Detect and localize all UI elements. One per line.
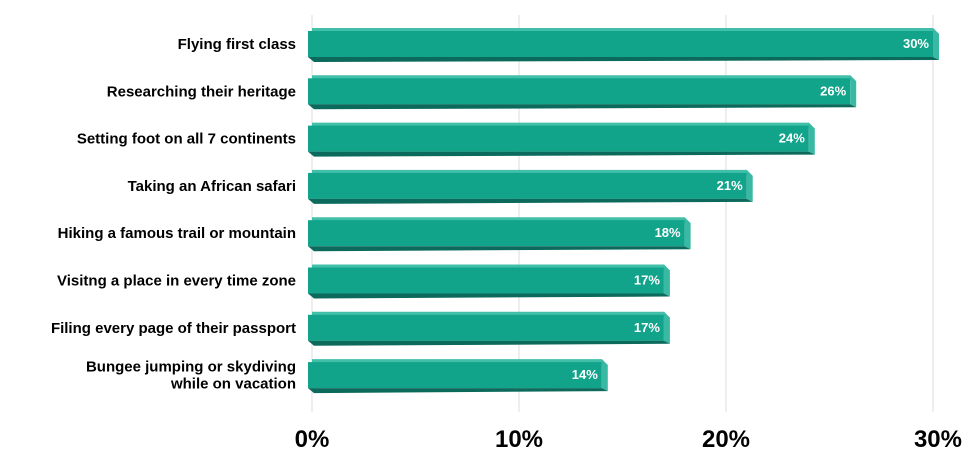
bar-side-face — [933, 28, 939, 60]
bar-bottom-face — [308, 293, 670, 299]
category-label-line: Researching their heritage — [107, 83, 296, 100]
value-label: 30% — [903, 36, 929, 51]
gridlines — [311, 15, 934, 412]
bar-side-face — [850, 75, 857, 108]
bar-side-face — [663, 311, 670, 344]
category-label: Hiking a famous trail or mountain — [58, 225, 296, 242]
bar-bottom-face — [308, 57, 939, 62]
bar-bottom-face — [308, 340, 670, 346]
bar — [308, 169, 753, 204]
bar-side-face — [663, 264, 670, 297]
bar-front-face — [308, 267, 664, 294]
category-label-line: Hiking a famous trail or mountain — [58, 225, 296, 242]
value-label: 17% — [634, 273, 660, 288]
bar-bottom-face — [308, 246, 691, 252]
bar-front-face — [308, 125, 809, 152]
category-label-line: Visitng a place in every time zone — [57, 273, 296, 290]
bars — [308, 28, 939, 394]
category-label-line: Setting foot on all 7 continents — [77, 131, 296, 148]
category-label: Taking an African safari — [128, 178, 296, 195]
bar — [308, 217, 691, 252]
category-label-line: Bungee jumping or skydiving — [86, 359, 296, 376]
bar-bottom-face — [308, 388, 608, 394]
category-label-line: Flying first class — [178, 36, 296, 53]
x-tick-label: 0% — [295, 426, 330, 453]
bar-side-face — [601, 359, 608, 392]
category-label: Flying first class — [178, 36, 296, 53]
bar-front-face — [308, 314, 664, 341]
bar-bottom-face — [308, 198, 753, 204]
x-axis-ticks: 0% 10% 20% 30% — [295, 426, 962, 453]
value-label: 14% — [572, 367, 598, 382]
bar — [308, 28, 939, 62]
bar — [308, 122, 815, 157]
category-label: Visitng a place in every time zone — [57, 273, 296, 290]
bar-bottom-face — [308, 104, 857, 110]
bar-front-face — [308, 172, 747, 199]
bar — [308, 359, 608, 394]
bar-side-face — [746, 169, 753, 202]
category-label-line: while on vacation — [170, 376, 296, 393]
category-label: Setting foot on all 7 continents — [77, 131, 296, 148]
bar — [308, 264, 670, 299]
value-labels: 30% 26% 24% 21% 18% 17% 17% 14% — [572, 36, 930, 382]
category-label: Researching their heritage — [107, 83, 296, 100]
value-label: 26% — [820, 83, 846, 98]
x-tick-label: 10% — [495, 426, 543, 453]
bar-front-face — [308, 31, 933, 57]
value-label: 21% — [717, 178, 743, 193]
x-tick-label: 30% — [914, 426, 962, 453]
x-tick-label: 20% — [702, 426, 750, 453]
category-label-line: Taking an African safari — [128, 178, 296, 195]
category-label: Bungee jumping or skydiving while on vaca… — [86, 359, 296, 393]
category-label-line: Filing every page of their passport — [51, 320, 296, 337]
bar-front-face — [308, 220, 685, 247]
bar-front-face — [308, 78, 851, 105]
bar — [308, 75, 857, 110]
value-label: 24% — [779, 131, 805, 146]
bar-bottom-face — [308, 151, 815, 157]
bar-side-face — [684, 217, 691, 250]
category-labels: Flying first class Researching their heri… — [51, 36, 296, 393]
value-label: 17% — [634, 320, 660, 335]
category-label: Filing every page of their passport — [51, 320, 296, 337]
bar-side-face — [808, 122, 815, 155]
bar-front-face — [308, 362, 602, 389]
value-label: 18% — [655, 225, 681, 240]
bar — [308, 311, 670, 346]
